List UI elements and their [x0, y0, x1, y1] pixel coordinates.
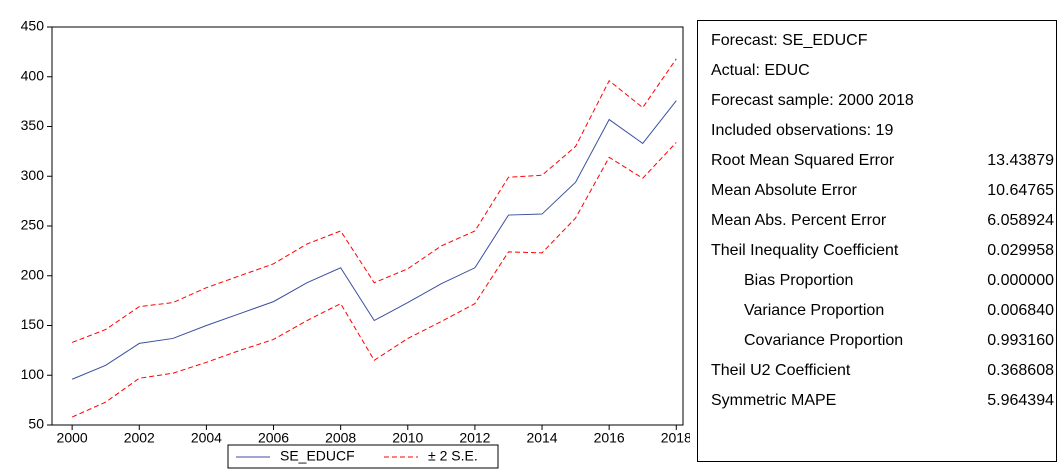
stat-value: 5.964394 [987, 392, 1054, 409]
x-tick-label: 2018 [661, 430, 690, 446]
header-text: Forecast: SE_EDUCF [711, 32, 868, 49]
stat-row: Symmetric MAPE 5.964394 [698, 389, 1056, 413]
x-tick-label: 2000 [57, 430, 88, 446]
stat-row: Covariance Proportion 0.993160 [698, 329, 1056, 353]
stat-row: Mean Abs. Percent Error 6.058924 [698, 209, 1056, 233]
stat-value: 0.029958 [987, 242, 1054, 259]
band-line [71, 58, 677, 343]
stat-row: Mean Absolute Error 10.64765 [698, 179, 1056, 203]
stat-label: Root Mean Squared Error [711, 152, 895, 169]
series-line [71, 100, 677, 380]
stat-row: Root Mean Squared Error 13.43879 [698, 149, 1056, 173]
x-tick-label: 2016 [594, 430, 625, 446]
stat-row: Theil U2 Coefficient 0.368608 [698, 359, 1056, 383]
statistics-table: Forecast: SE_EDUCF Actual: EDUC Forecast… [697, 20, 1057, 462]
x-tick-label: 2008 [325, 430, 356, 446]
y-tick-label: 300 [21, 167, 45, 183]
x-tick-label: 2004 [191, 430, 222, 446]
stat-label: Symmetric MAPE [711, 392, 837, 409]
y-tick-label: 200 [21, 266, 45, 282]
y-tick-label: 250 [21, 217, 45, 233]
header-row: Actual: EDUC [698, 59, 1056, 83]
stat-value: 0.993160 [987, 332, 1054, 349]
header-text: Forecast sample: 2000 2018 [711, 92, 914, 109]
x-tick-label: 2006 [258, 430, 289, 446]
x-tick-label: 2002 [124, 430, 155, 446]
stat-value: 10.64765 [987, 182, 1054, 199]
header-row: Included observations: 19 [698, 119, 1056, 143]
stat-label: Covariance Proportion [744, 332, 904, 349]
y-tick-label: 400 [21, 67, 45, 83]
stat-label: Theil Inequality Coefficient [711, 242, 899, 259]
stat-label: Mean Absolute Error [711, 182, 857, 199]
header-text: Included observations: 19 [711, 122, 894, 139]
chart: 50 100 150 200 250 300 350 400 450 2000 2002 2004 20… [21, 18, 692, 469]
y-tick-label: 150 [21, 316, 45, 332]
stat-value: 0.006840 [987, 302, 1054, 319]
stat-value: 0.000000 [987, 272, 1054, 289]
y-tick-label: 100 [21, 366, 45, 382]
stat-value: 6.058924 [987, 212, 1054, 229]
y-tick-label: 350 [21, 117, 45, 133]
stat-row: Bias Proportion 0.000000 [698, 269, 1056, 293]
x-tick-label: 2010 [392, 430, 423, 446]
header-text: Actual: EDUC [711, 62, 810, 79]
stat-label: Mean Abs. Percent Error [711, 212, 887, 229]
stat-label: Bias Proportion [744, 272, 854, 289]
x-tick-label: 2012 [459, 430, 490, 446]
stat-label: Theil U2 Coefficient [711, 362, 851, 379]
stat-label: Variance Proportion [744, 302, 885, 319]
stat-value: 0.368608 [987, 362, 1054, 379]
legend-label: ± 2 S.E. [428, 448, 478, 464]
legend-label: SE_EDUCF [280, 448, 355, 464]
stat-row: Theil Inequality Coefficient 0.029958 [698, 239, 1056, 263]
band-line [71, 142, 677, 418]
x-tick-label: 2014 [526, 430, 557, 446]
plot-frame [51, 26, 684, 426]
y-tick-label: 450 [21, 18, 45, 34]
header-row: Forecast: SE_EDUCF [698, 29, 1056, 53]
y-tick-label: 50 [28, 416, 44, 432]
header-row: Forecast sample: 2000 2018 [698, 89, 1056, 113]
legend-box [227, 444, 499, 469]
stat-value: 13.43879 [987, 152, 1054, 169]
stat-row: Variance Proportion 0.006840 [698, 299, 1056, 323]
